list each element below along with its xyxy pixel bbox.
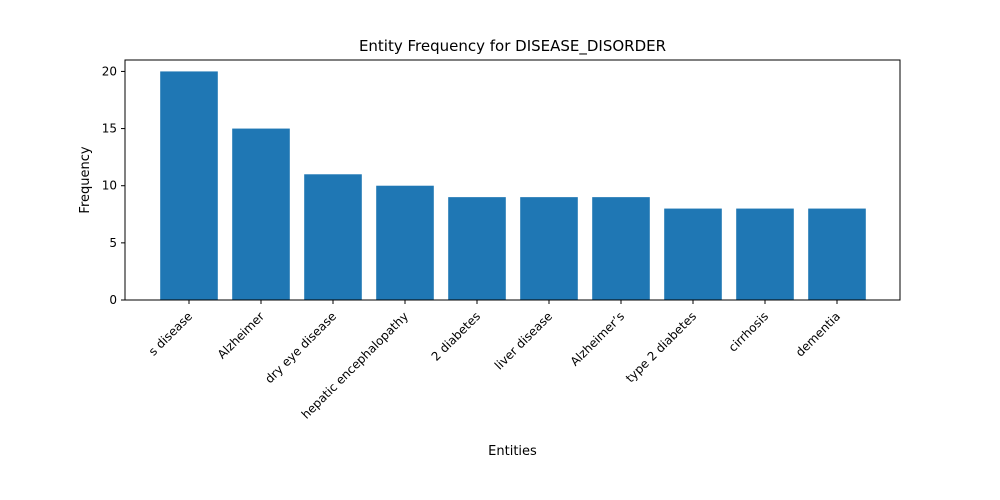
plot-frame [124,59,901,301]
x-axis-label: Entities [488,444,537,459]
chart-title: Entity Frequency for DISEASE_DISORDER [359,37,666,56]
bar-1 [232,128,290,300]
x-tick-label-5: liver disease [492,309,555,372]
x-tick-label-7: type 2 diabetes [623,309,699,385]
y-tick-label-0: 0 [109,293,117,307]
y-tick-label-3: 15 [102,122,117,136]
bar-2 [304,174,362,300]
bar-0 [160,71,218,300]
bar-8 [736,208,794,300]
y-tick-label-2: 10 [102,179,117,193]
bar-5 [520,197,578,300]
x-tick-label-4: 2 diabetes [429,309,484,364]
x-tick-label-1: Alzheimer [215,309,267,361]
y-axis: 0 5 10 15 20 [102,64,125,307]
bar-9 [808,208,866,300]
bar-6 [592,197,650,300]
y-axis-label: Frequency [78,146,93,213]
x-tick-label-2: dry eye disease [262,309,339,386]
x-tick-label-6: Alzheimer’s [568,309,628,369]
bar-3 [376,185,434,300]
bar-7 [664,208,722,300]
bar-4 [448,197,506,300]
x-tick-label-9: dementia [793,309,843,359]
y-tick-label-1: 5 [109,236,117,250]
x-tick-label-0: s disease [146,309,195,358]
x-tick-label-8: cirrhosis [726,309,771,354]
bars-group [160,71,866,300]
y-tick-label-4: 20 [102,64,117,78]
